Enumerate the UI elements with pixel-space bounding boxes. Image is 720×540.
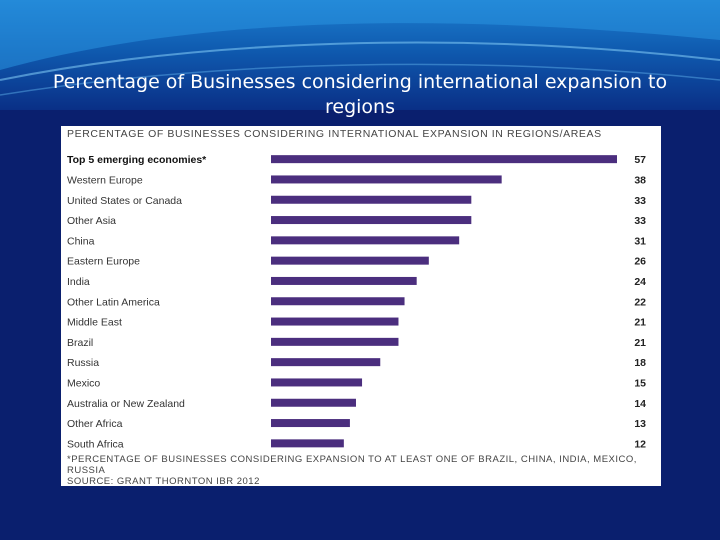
category-label: Russia bbox=[67, 357, 99, 369]
bar bbox=[271, 216, 472, 225]
category-label: Top 5 emerging economies* bbox=[67, 154, 207, 166]
category-label: India bbox=[67, 276, 90, 288]
value-label: 21 bbox=[634, 317, 646, 329]
bar bbox=[271, 195, 472, 204]
header-background bbox=[0, 0, 720, 110]
chart-panel: PERCENTAGE OF BUSINESSES CONSIDERING INT… bbox=[61, 126, 661, 486]
category-label: Other Latin America bbox=[67, 296, 160, 308]
swoosh-decoration bbox=[0, 0, 720, 96]
category-label: Western Europe bbox=[67, 174, 143, 186]
category-label: Mexico bbox=[67, 377, 100, 389]
value-label: 33 bbox=[634, 215, 646, 227]
value-label: 33 bbox=[634, 195, 646, 207]
bar bbox=[271, 276, 417, 285]
category-label: China bbox=[67, 235, 95, 247]
value-label: 38 bbox=[634, 174, 646, 186]
chart-title: PERCENTAGE OF BUSINESSES CONSIDERING INT… bbox=[67, 128, 602, 140]
bar bbox=[271, 378, 363, 387]
chart-footnote: *PERCENTAGE OF BUSINESSES CONSIDERING EX… bbox=[67, 454, 637, 476]
value-label: 31 bbox=[634, 235, 646, 247]
value-label: 14 bbox=[634, 398, 646, 410]
chart-source: SOURCE: GRANT THORNTON IBR 2012 bbox=[67, 476, 260, 486]
value-label: 15 bbox=[634, 377, 646, 389]
value-label: 18 bbox=[634, 357, 646, 369]
value-label: 26 bbox=[634, 256, 646, 268]
bar bbox=[271, 175, 502, 184]
value-label: 24 bbox=[634, 276, 646, 288]
value-label: 13 bbox=[634, 418, 646, 430]
bar bbox=[271, 398, 356, 407]
value-label: 21 bbox=[634, 337, 646, 349]
value-label: 22 bbox=[634, 296, 646, 308]
bar bbox=[271, 337, 399, 346]
category-label: Middle East bbox=[67, 317, 122, 329]
slide-title: Percentage of Businesses considering int… bbox=[52, 71, 668, 118]
bar bbox=[271, 236, 460, 245]
value-label: 12 bbox=[634, 438, 646, 450]
category-label: Other Asia bbox=[67, 215, 116, 227]
category-label: United States or Canada bbox=[67, 195, 182, 207]
bar bbox=[271, 358, 381, 367]
value-label: 57 bbox=[634, 154, 646, 166]
bar bbox=[271, 439, 344, 448]
bar bbox=[271, 155, 617, 164]
category-label: Brazil bbox=[67, 337, 93, 349]
category-label: Other Africa bbox=[67, 418, 123, 430]
bar bbox=[271, 317, 399, 326]
bar-chart: Top 5 emerging economies* 57 Western Europ… bbox=[67, 154, 646, 450]
bar bbox=[271, 419, 350, 428]
bar bbox=[271, 256, 429, 265]
category-label: Eastern Europe bbox=[67, 256, 140, 268]
category-label: Australia or New Zealand bbox=[67, 398, 185, 410]
category-label: South Africa bbox=[67, 438, 124, 450]
bar bbox=[271, 297, 405, 306]
